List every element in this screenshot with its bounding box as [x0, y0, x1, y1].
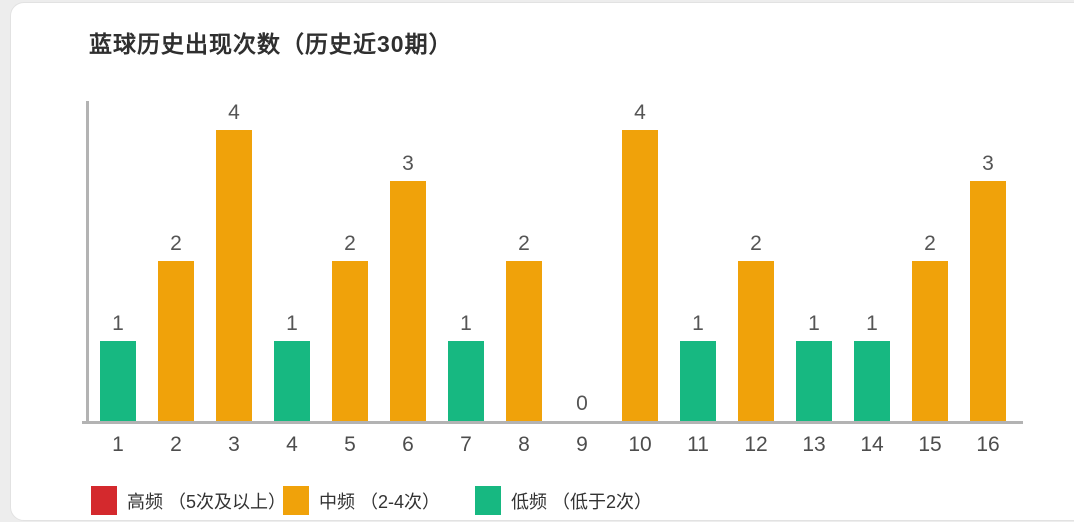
bar-value-label: 1 [112, 312, 124, 335]
x-axis-label: 7 [460, 433, 472, 456]
y-axis-line [86, 101, 89, 423]
legend-swatch-low-frequency [475, 486, 501, 515]
bar [854, 341, 890, 421]
bar-column: 2 [727, 101, 785, 421]
bar-column: 3 [379, 101, 437, 421]
bar-value-label: 1 [808, 312, 820, 335]
x-axis-label: 13 [802, 433, 826, 456]
x-axis-label: 10 [628, 433, 652, 456]
bar [622, 130, 658, 421]
legend-label: 中频 （2-4次） [319, 491, 441, 512]
bar [912, 261, 948, 421]
bar-column: 4 [205, 101, 263, 421]
bar-value-label: 2 [344, 232, 356, 255]
legend-item-medium-frequency[interactable]: 中频 （2-4次） [283, 486, 475, 515]
x-axis-label: 3 [228, 433, 240, 456]
bar-value-label: 1 [692, 312, 704, 335]
bar-column: 1 [89, 101, 147, 421]
bar [390, 181, 426, 421]
x-axis-label: 14 [860, 433, 884, 456]
legend-item-low-frequency[interactable]: 低频 （低于2次） [475, 486, 652, 515]
bar-column: 2 [495, 101, 553, 421]
legend-label: 低频 （低于2次） [511, 491, 653, 512]
bar-column: 2 [901, 101, 959, 421]
bar-value-label: 1 [866, 312, 878, 335]
bar-value-label: 4 [634, 101, 646, 124]
bar-value-label: 2 [924, 232, 936, 255]
x-axis-label: 5 [344, 433, 356, 456]
bar-value-label: 2 [518, 232, 530, 255]
chart-title: 蓝球历史出现次数（历史近30期） [89, 31, 453, 57]
bar-column: 1 [437, 101, 495, 421]
x-axis-label: 2 [170, 433, 182, 456]
x-axis-label: 4 [286, 433, 298, 456]
x-axis-line [82, 421, 1023, 424]
bar [506, 261, 542, 421]
bar-value-label: 4 [228, 101, 240, 124]
x-axis-labels: 1 2 3 4 5 6 7 8 9 10 11 12 13 14 15 16 [89, 433, 1017, 457]
plot-area: 1 2 4 1 2 3 1 2 0 4 1 2 1 1 2 3 [82, 101, 1023, 424]
bar-value-label: 2 [170, 232, 182, 255]
bar [216, 130, 252, 421]
bar-column: 3 [959, 101, 1017, 421]
x-axis-label: 15 [918, 433, 942, 456]
bar-value-label: 1 [286, 312, 298, 335]
legend-label: 高频 （5次及以上） [127, 491, 287, 512]
bar-value-label: 1 [460, 312, 472, 335]
x-axis-label: 11 [687, 433, 709, 456]
bar [448, 341, 484, 421]
x-axis-label: 8 [518, 433, 530, 456]
x-axis-label: 1 [112, 433, 124, 456]
bar-column: 4 [611, 101, 669, 421]
bar-value-label: 3 [402, 152, 414, 175]
x-axis-label: 6 [402, 433, 414, 456]
bar [158, 261, 194, 421]
bar [738, 261, 774, 421]
x-axis-label: 9 [576, 433, 588, 456]
x-axis-label: 16 [976, 433, 1000, 456]
bar-column: 1 [785, 101, 843, 421]
legend-item-high-frequency[interactable]: 高频 （5次及以上） [91, 486, 287, 515]
bar [680, 341, 716, 421]
bar-column: 1 [669, 101, 727, 421]
bar [100, 341, 136, 421]
bar-column: 1 [263, 101, 321, 421]
bar [970, 181, 1006, 421]
bar-value-label: 0 [576, 392, 588, 415]
bar [332, 261, 368, 421]
bar-column: 2 [147, 101, 205, 421]
bar [274, 341, 310, 421]
x-axis-label: 12 [744, 433, 768, 456]
legend: 高频 （5次及以上） 中频 （2-4次） 低频 （低于2次） [91, 486, 652, 515]
bar-column: 2 [321, 101, 379, 421]
plot-columns: 1 2 4 1 2 3 1 2 0 4 1 2 1 1 2 3 [89, 101, 1017, 421]
bar-value-label: 2 [750, 232, 762, 255]
bar [796, 341, 832, 421]
legend-swatch-medium-frequency [283, 486, 309, 515]
legend-swatch-high-frequency [91, 486, 117, 515]
bar-value-label: 3 [982, 152, 994, 175]
bar-column: 0 [553, 101, 611, 421]
bar-column: 1 [843, 101, 901, 421]
